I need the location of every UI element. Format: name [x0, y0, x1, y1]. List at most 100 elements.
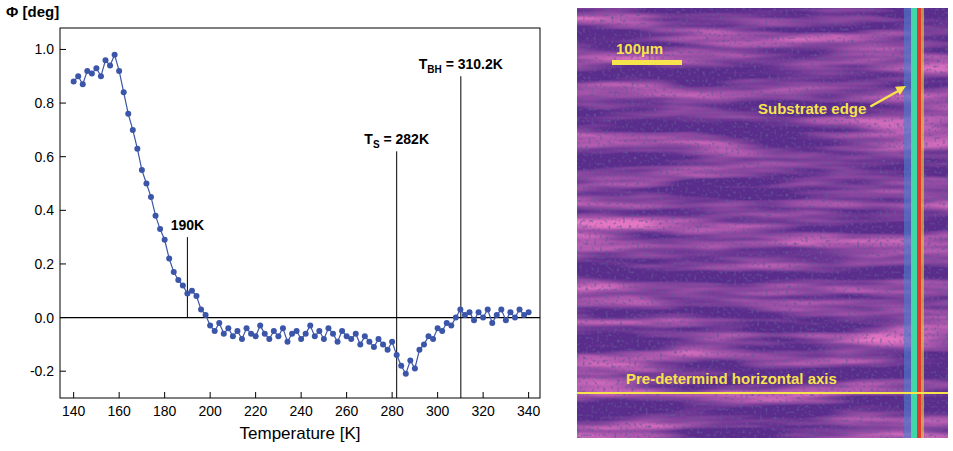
x-tick-label: 300 [426, 403, 450, 419]
x-tick [392, 392, 393, 398]
y-tick-label: 0.2 [35, 256, 55, 272]
x-tick-label: 220 [244, 403, 268, 419]
data-point [494, 312, 500, 318]
data-point [335, 339, 341, 345]
horizontal-axis-label: Pre-determind horizontal axis [626, 370, 837, 387]
data-point [439, 328, 445, 334]
annotation-sub: BH [427, 64, 441, 75]
data-point [102, 57, 108, 63]
data-point [71, 79, 77, 85]
micrograph-ground [577, 8, 948, 438]
data-point [503, 317, 509, 323]
edge-band-yellow [921, 8, 924, 438]
data-point [485, 307, 491, 313]
annotation-label: TBH = 310.2K [419, 56, 503, 75]
data-point [171, 269, 177, 275]
x-tick-label: 280 [380, 403, 404, 419]
data-point [116, 68, 122, 74]
data-point [416, 347, 422, 353]
horizontal-axis-line [577, 392, 948, 394]
data-point [75, 73, 81, 79]
data-point [407, 357, 413, 363]
edge-band [911, 8, 917, 438]
data-point [280, 325, 286, 331]
data-point [239, 336, 245, 342]
data-point [180, 282, 186, 288]
data-point [348, 336, 354, 342]
data-point [298, 336, 304, 342]
x-tick-label: 340 [517, 403, 541, 419]
data-point [507, 309, 513, 315]
data-point [262, 331, 268, 337]
data-point [471, 317, 477, 323]
data-point [412, 366, 418, 372]
data-point [325, 325, 331, 331]
data-point [457, 307, 463, 313]
x-tick [164, 392, 165, 398]
x-tick [73, 392, 74, 398]
data-point [230, 333, 236, 339]
data-point [89, 71, 95, 77]
data-point [244, 325, 250, 331]
figure: -0.20.00.20.40.60.81.0140160180200220240… [0, 0, 953, 451]
annotation-label: 190K [171, 217, 204, 233]
data-point [371, 344, 377, 350]
plot-frame [60, 28, 540, 398]
data-point [253, 333, 259, 339]
reference-line [60, 317, 540, 318]
data-point [148, 194, 154, 200]
x-tick-label: 260 [335, 403, 359, 419]
edge-label: Substrate edge [758, 100, 866, 117]
y-tick [60, 49, 66, 50]
x-tick [210, 392, 211, 398]
y-axis-title: Φ [deg] [6, 3, 59, 20]
data-point [98, 73, 104, 79]
data-point [389, 339, 395, 345]
data-point [430, 336, 436, 342]
data-point [207, 323, 213, 329]
x-tick-label: 320 [471, 403, 495, 419]
data-point [139, 167, 145, 173]
x-axis-title: Temperature [K] [240, 424, 361, 443]
data-point [134, 146, 140, 152]
data-point [143, 181, 149, 187]
data-point [394, 352, 400, 358]
data-point [257, 323, 263, 329]
data-point [380, 341, 386, 347]
edge-glow [904, 8, 912, 438]
data-point [80, 81, 86, 87]
x-tick [255, 392, 256, 398]
data-point [157, 226, 163, 232]
data-point [203, 312, 209, 318]
data-point [476, 309, 482, 315]
micrograph-speckle [577, 8, 948, 438]
data-point [93, 65, 99, 71]
data-point [453, 315, 459, 321]
x-tick [437, 392, 438, 398]
data-point [526, 309, 532, 315]
y-tick-label: 0.6 [35, 149, 55, 165]
data-point [303, 331, 309, 337]
y-tick-label: 1.0 [35, 41, 55, 57]
data-point [316, 328, 322, 334]
data-point [489, 320, 495, 326]
x-tick [528, 392, 529, 398]
series-line [74, 55, 529, 374]
data-point [498, 307, 504, 313]
y-tick-label: 0.4 [35, 202, 55, 218]
data-point [221, 331, 227, 337]
y-tick-label: -0.2 [30, 363, 54, 379]
scale-bar-label: 100µm [616, 40, 663, 57]
data-point [212, 328, 218, 334]
data-point [125, 111, 131, 117]
annotation-line [396, 151, 397, 398]
data-point [512, 315, 518, 321]
x-tick-label: 180 [153, 403, 177, 419]
data-point [234, 328, 240, 334]
annotation-line [187, 237, 188, 317]
annotation-main: 190K [171, 217, 204, 233]
annotation-line [460, 76, 461, 398]
data-point [130, 127, 136, 133]
x-tick-label: 140 [62, 403, 86, 419]
y-tick-label: 0.8 [35, 95, 55, 111]
